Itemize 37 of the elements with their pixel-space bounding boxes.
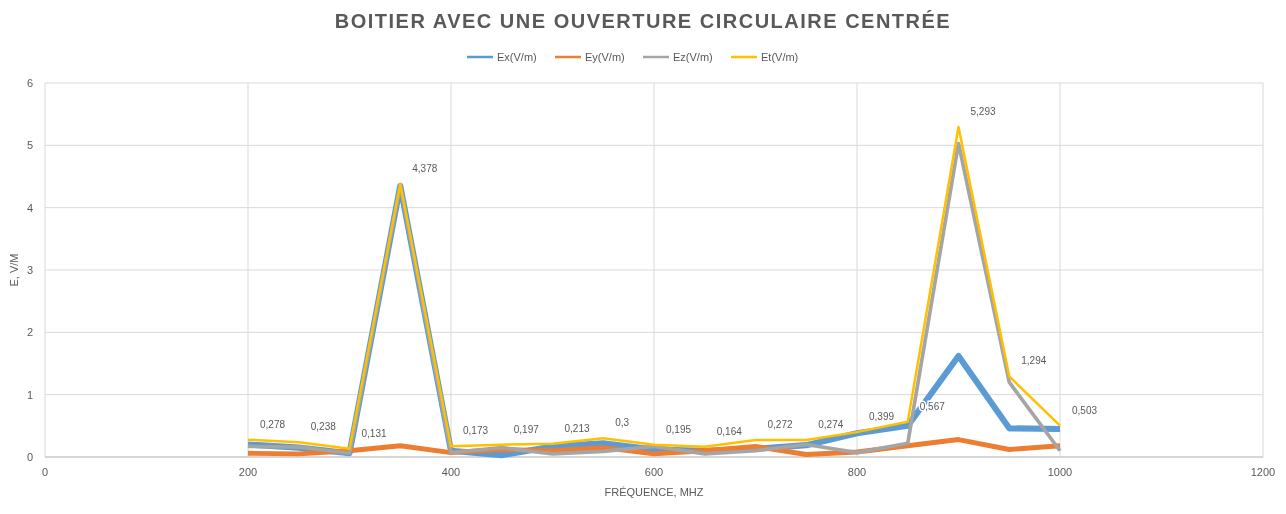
x-tick-label: 1000 bbox=[1047, 466, 1073, 478]
data-label: 0,503 bbox=[1072, 404, 1098, 416]
y-tick-label: 1 bbox=[26, 388, 33, 401]
legend-label: Ex(V/m) bbox=[497, 51, 537, 63]
data-label: 0,3 bbox=[615, 417, 630, 429]
data-label: 0,173 bbox=[463, 425, 489, 437]
data-label: 1,294 bbox=[1021, 355, 1047, 367]
y-tick-label: 2 bbox=[26, 326, 33, 339]
y-tick-label: 6 bbox=[26, 77, 33, 89]
data-label: 0,195 bbox=[666, 423, 692, 435]
data-label: 0,278 bbox=[260, 418, 286, 430]
x-tick-label: 1200 bbox=[1250, 466, 1276, 478]
y-tick-label: 0 bbox=[26, 451, 33, 463]
legend-label: Ez(V/m) bbox=[673, 51, 713, 63]
data-label: 4,378 bbox=[412, 163, 438, 175]
legend-label: Et(V/m) bbox=[761, 51, 799, 63]
data-label: 0,213 bbox=[564, 422, 590, 434]
chart-title: BOITIER AVEC UNE OUVERTURE CIRCULAIRE CENTRÉE bbox=[334, 10, 952, 32]
x-tick-label: 600 bbox=[644, 466, 664, 478]
legend-label: Ey(V/m) bbox=[585, 51, 625, 63]
x-tick-label: 400 bbox=[441, 466, 461, 478]
data-label: 0,399 bbox=[869, 411, 895, 423]
y-tick-label: 3 bbox=[26, 264, 33, 276]
data-label: 0,164 bbox=[716, 425, 743, 437]
y-axis-title: E, V/M bbox=[8, 253, 20, 287]
data-label: 0,197 bbox=[513, 423, 540, 435]
y-tick-label: 4 bbox=[26, 201, 33, 214]
data-label: 0,272 bbox=[767, 419, 793, 431]
x-tick-label: 800 bbox=[847, 466, 867, 478]
x-tick-label: 200 bbox=[238, 466, 258, 478]
data-label: 5,293 bbox=[970, 106, 996, 118]
y-tick-label: 5 bbox=[26, 139, 33, 152]
data-label: 0,274 bbox=[818, 418, 844, 430]
data-label: 0,131 bbox=[361, 427, 387, 439]
x-tick-label: 0 bbox=[41, 466, 49, 478]
x-axis-title: FRÉQUENCE, MHZ bbox=[604, 486, 704, 498]
data-label: 0,238 bbox=[310, 421, 337, 433]
